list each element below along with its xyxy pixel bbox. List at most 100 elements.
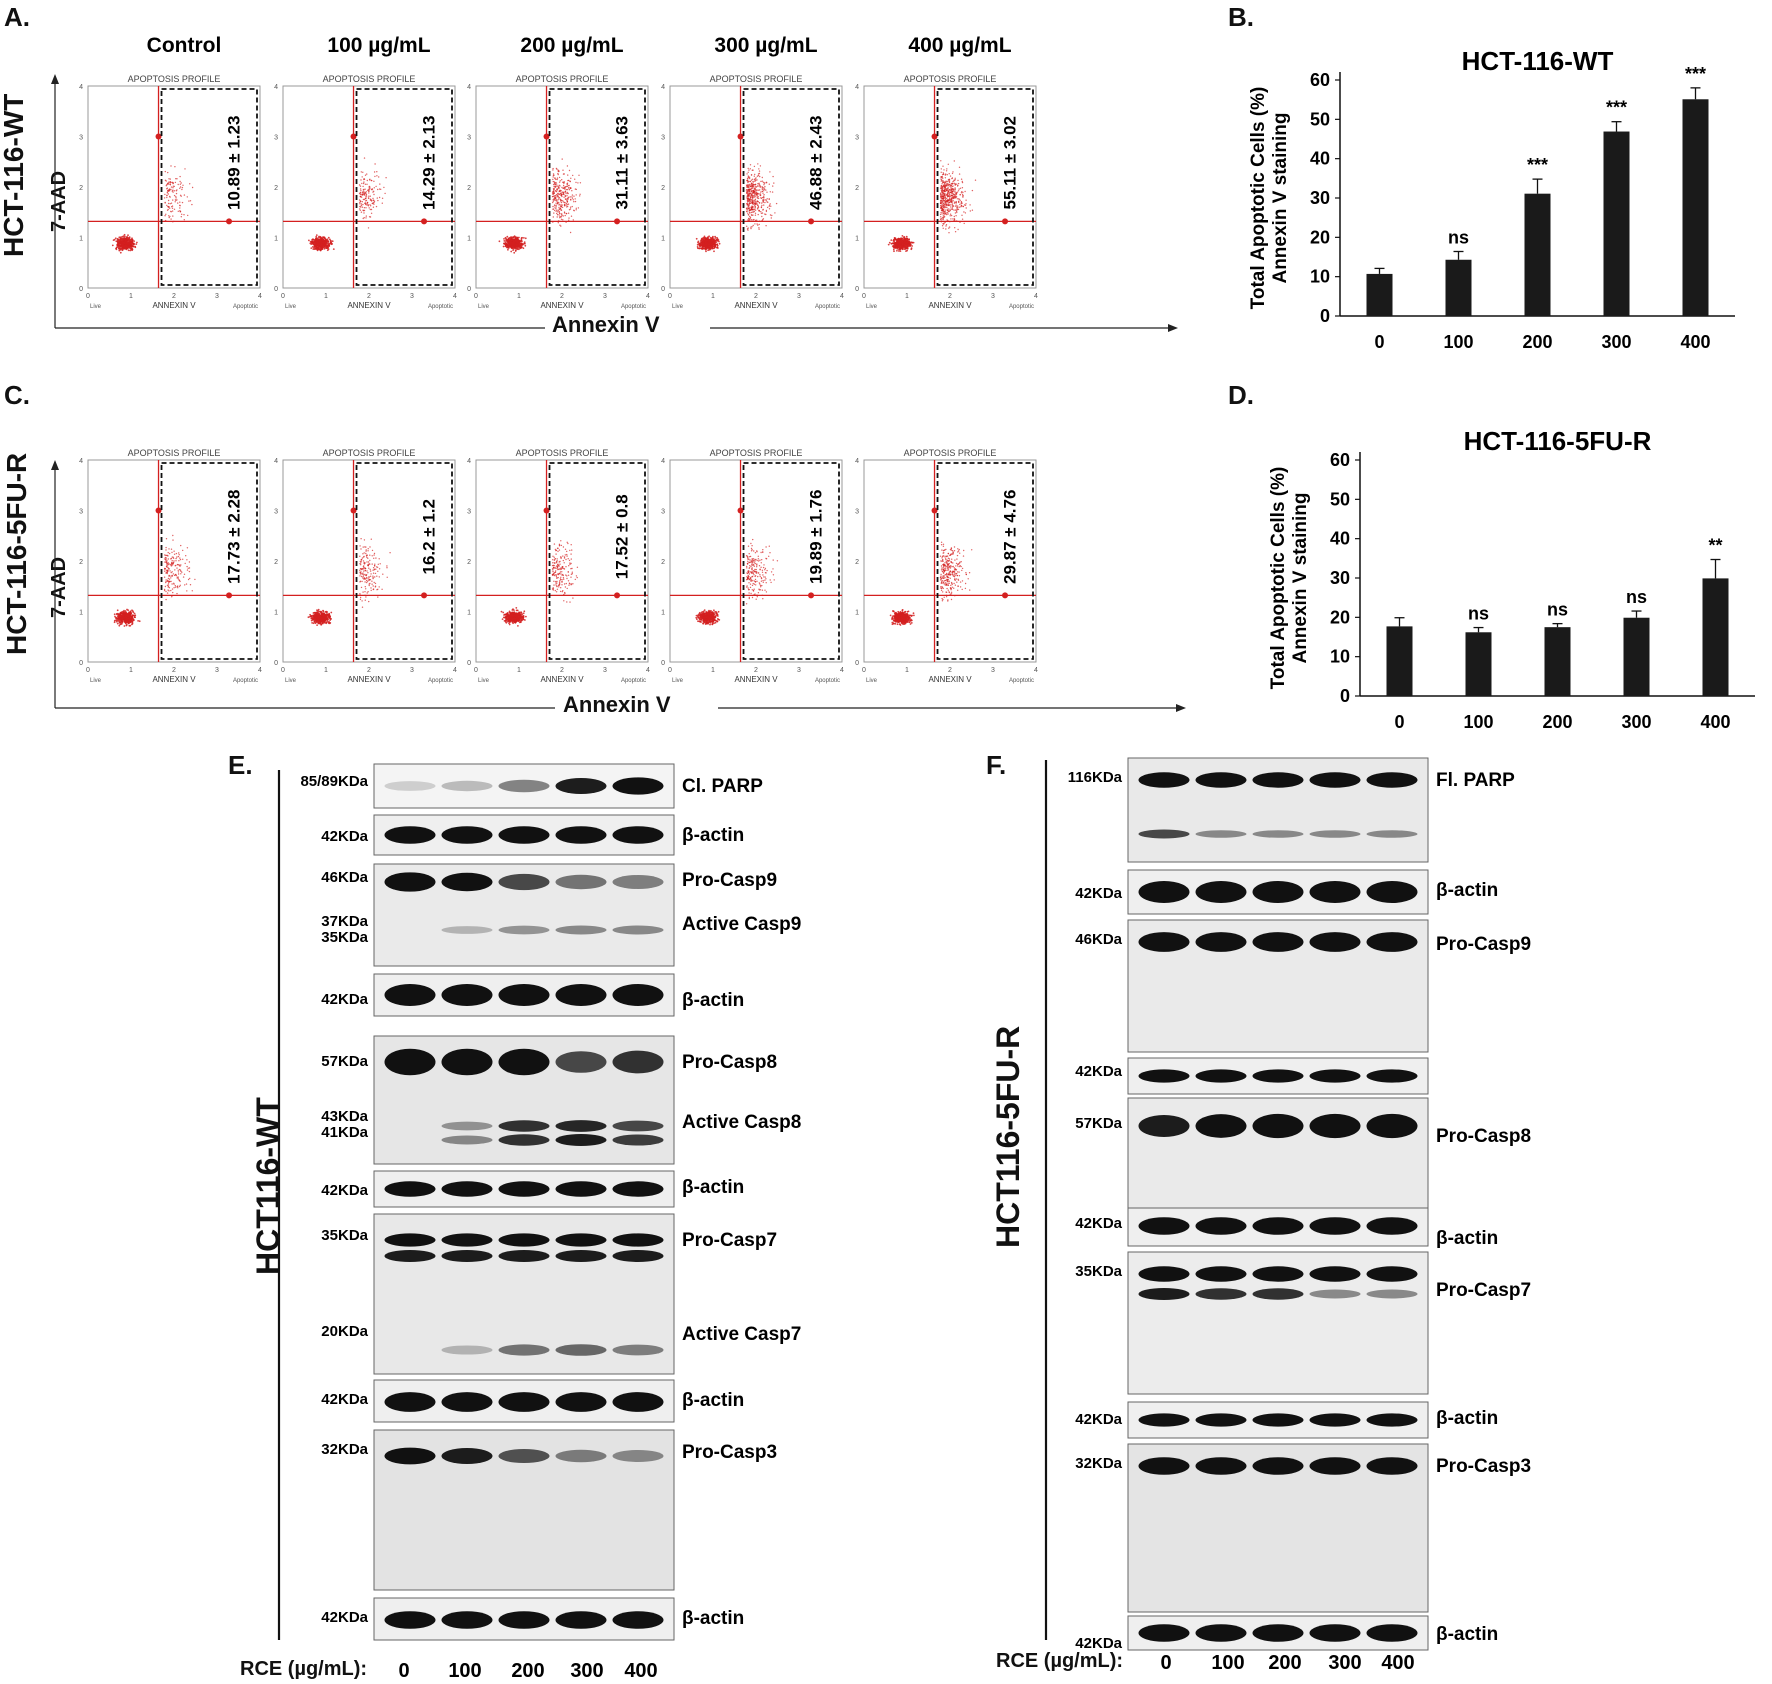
blot-band: [498, 1120, 550, 1132]
blot-band: [612, 1450, 664, 1462]
blot-band: [612, 826, 664, 844]
blot-band: [498, 826, 550, 844]
blot-band: [384, 1447, 436, 1465]
blot-band: [441, 1135, 493, 1145]
blot-lane-label: 300: [1328, 1652, 1361, 1674]
flow-y-tick: 0: [661, 660, 665, 667]
blot-block-wt-5: 42KDa β-actin: [321, 1170, 744, 1208]
blot-block-r-2: 46KDa Pro-Casp9: [1075, 919, 1531, 1053]
chart-bar-wt-1: [1445, 259, 1472, 316]
blot-band: [1195, 1288, 1247, 1300]
blot-band: [555, 1120, 607, 1132]
blot-band: [498, 984, 550, 1006]
blot-band: [612, 1134, 664, 1146]
blot-band: [612, 984, 664, 1006]
blot-marker: 42KDa: [1075, 885, 1122, 902]
blot-band: [1366, 1069, 1418, 1083]
blot-band: [441, 984, 493, 1006]
blot-band: [441, 1392, 493, 1412]
flow-corner-right: Apoptotic: [233, 304, 258, 310]
blot-lane-label: 100: [448, 1660, 481, 1682]
flow-percentage-r-4: 29.87 ± 4.76: [1000, 490, 1019, 584]
blot-band: [1252, 1413, 1304, 1427]
blot-band: [1309, 1217, 1361, 1235]
flow-x-tick: 2: [367, 293, 371, 300]
chart-error-bar-r-4: [1710, 558, 1721, 579]
blot-band: [612, 875, 664, 889]
blot-band: [555, 1449, 607, 1463]
flow-y-tick: 0: [661, 286, 665, 293]
blot-protein-label: β-actin: [1436, 1228, 1498, 1249]
chart-y-tick-r: 40: [1330, 529, 1350, 549]
blot-lane-label: 400: [1381, 1652, 1414, 1674]
flow-y-tick: 0: [467, 286, 471, 293]
flow-y-tick: 1: [855, 236, 859, 243]
flow-corner-right: Apoptotic: [815, 304, 840, 310]
blot-band: [498, 1392, 550, 1412]
blot-block-wt-6: 35KDa 20KDa Pro-Casp7 Active Casp7: [321, 1213, 801, 1375]
flow-y-tick: 4: [467, 458, 471, 465]
flow-x-tick: 3: [991, 667, 995, 674]
blot-protein-label: Pro-Casp9: [1436, 934, 1531, 955]
flow-x-tick: 3: [603, 293, 607, 300]
blot-block-r-8: 32KDa Pro-Casp3: [1075, 1443, 1531, 1613]
flow-corner-left: Live: [90, 304, 102, 310]
flow-x-tick: 2: [172, 293, 176, 300]
flow-x-tick: 3: [797, 293, 801, 300]
blot-protein-label: β-actin: [682, 825, 744, 846]
flow-y-tick: 2: [661, 185, 665, 192]
blot-band: [441, 872, 493, 892]
flow-plot-title: APOPTOSIS PROFILE: [128, 448, 221, 458]
flow-y-tick: 2: [79, 185, 83, 192]
flow-small-x-label: ANNEXIN V: [928, 675, 972, 684]
blot-band: [1138, 1413, 1190, 1427]
blot-marker: 85/89KDa: [300, 773, 368, 790]
blot-band: [384, 872, 436, 892]
flow-x-tick: 4: [258, 293, 262, 300]
flow-y-tick: 3: [855, 509, 859, 516]
blot-band: [1252, 772, 1304, 788]
blot-protein-label: β-actin: [682, 1390, 744, 1411]
flow-percentage-r-0: 17.73 ± 2.28: [224, 490, 243, 584]
blot-band: [441, 1181, 493, 1197]
blot-band: [555, 778, 607, 794]
blot-protein-label: Pro-Casp8: [682, 1052, 777, 1073]
flow-x-tick: 3: [797, 667, 801, 674]
flow-y-tick: 1: [274, 610, 278, 617]
blot-band: [1309, 1289, 1361, 1299]
flow-column-title: 100 µg/mL: [327, 34, 430, 57]
blot-band: [384, 781, 436, 791]
flow-column-title: Control: [147, 34, 222, 57]
chart-error-bar-wt-2: [1532, 178, 1543, 194]
blot-band: [555, 925, 607, 935]
flow-corner-left: Live: [672, 678, 684, 684]
flow-y-tick: 0: [274, 660, 278, 667]
blot-band: [612, 1181, 664, 1197]
blot-band: [1366, 881, 1418, 903]
flow-y-tick: 1: [467, 236, 471, 243]
blot-block-wt-0: 85/89KDa Cl. PARP: [300, 763, 763, 809]
blot-block-r-7: 42KDa β-actin: [1075, 1401, 1498, 1439]
chart-y-tick-r: 0: [1340, 686, 1350, 706]
panel-label-e: E.: [228, 750, 253, 780]
blot-band: [1195, 881, 1247, 903]
blot-band: [384, 1181, 436, 1197]
flow-plot-wt-4: 400 µg/mL APOPTOSIS PROFILE 55.11 ± 3.02 00…: [855, 34, 1038, 310]
blot-band: [1366, 1113, 1418, 1139]
blot-band: [1138, 1069, 1190, 1083]
chart-significance-r-1: ns: [1468, 604, 1489, 624]
blot-block-r-3: 42KDa: [1075, 1057, 1429, 1095]
chart-significance-r-4: **: [1708, 536, 1722, 556]
blot-band: [1252, 932, 1304, 952]
flow-column-title: 200 µg/mL: [520, 34, 623, 57]
flow-y-tick: 0: [467, 660, 471, 667]
chart-y-tick-wt: 20: [1310, 227, 1330, 247]
blot-band: [555, 1250, 607, 1262]
blot-band: [498, 1233, 550, 1247]
blot-band: [1138, 772, 1190, 788]
flow-x-tick: 4: [1034, 667, 1038, 674]
panel-label-c: C.: [4, 380, 30, 410]
blot-band: [1366, 1289, 1418, 1299]
flow-y-tick: 2: [467, 559, 471, 566]
